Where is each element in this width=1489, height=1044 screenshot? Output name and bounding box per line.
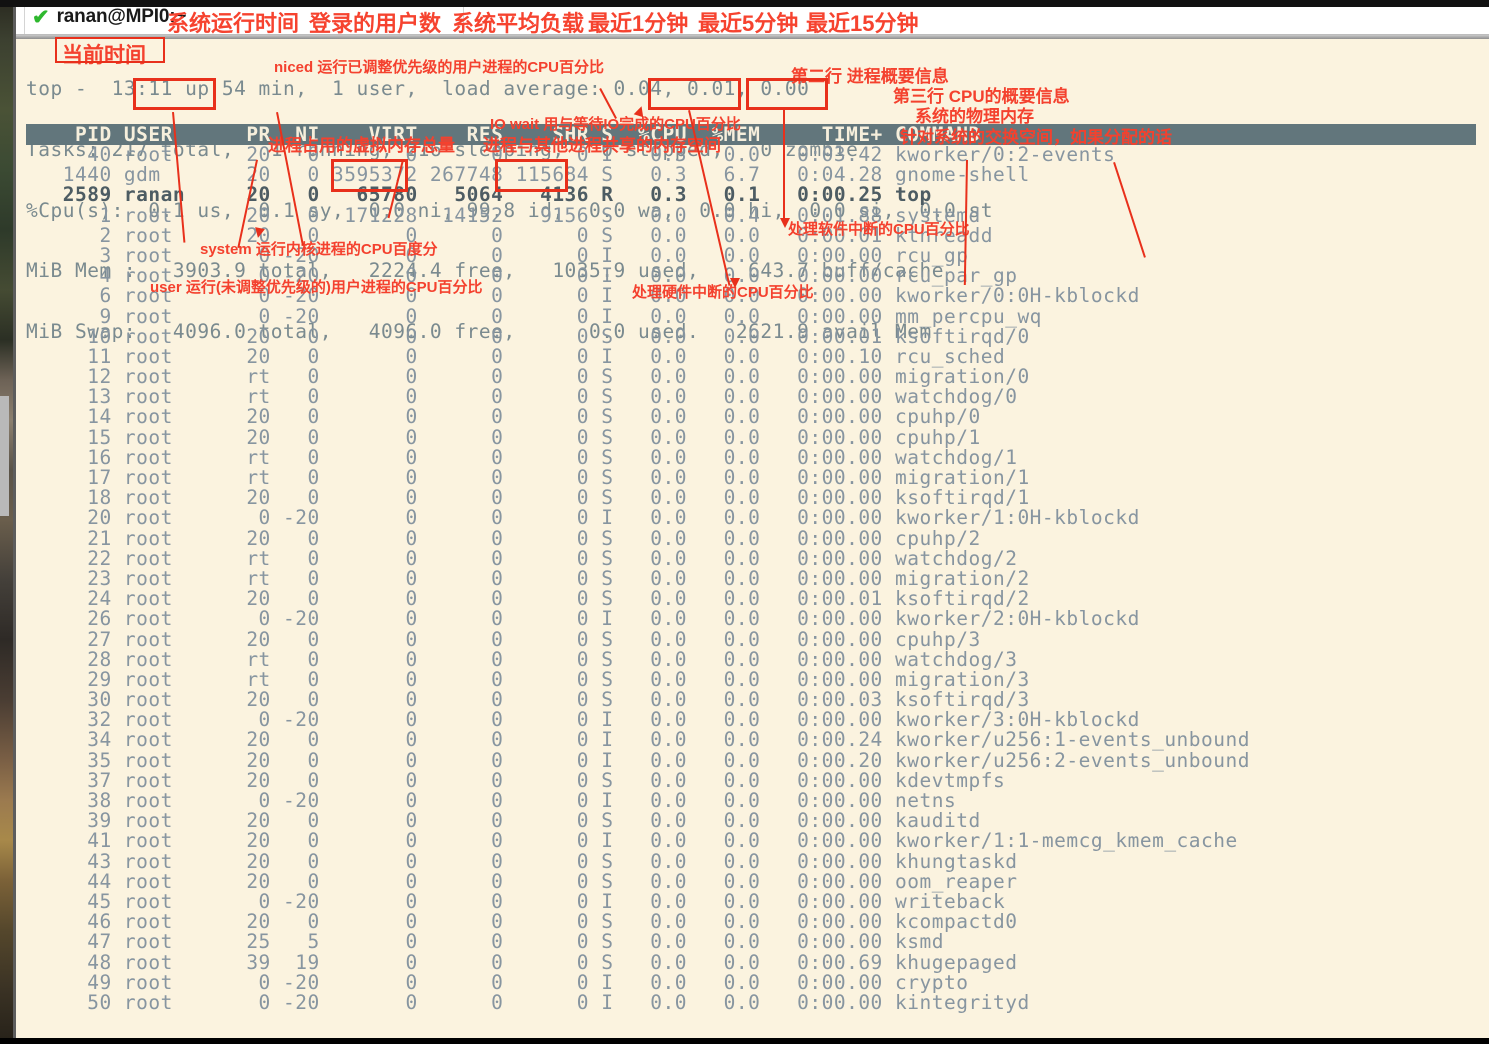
table-row: 35 root 20 0 0 0 0 I 0.0 0.0 0:00.20 kwo…: [26, 748, 1250, 772]
check-icon: ✔: [32, 5, 50, 29]
table-row: 26 root 0 -20 0 0 0 I 0.0 0.0 0:00.00 kw…: [26, 607, 1140, 631]
table-row: 13 root rt 0 0 0 0 S 0.0 0.0 0:00.00 wat…: [26, 385, 1018, 409]
table-row: 47 root 25 5 0 0 0 S 0.0 0.0 0:00.00 ksm…: [26, 930, 944, 954]
table-row: 44 root 20 0 0 0 0 S 0.0 0.0 0:00.00 oom…: [26, 869, 1018, 893]
table-row: 23 root rt 0 0 0 0 S 0.0 0.0 0:00.00 mig…: [26, 566, 1030, 590]
summary-line-uptime: top - 13:11 up 54 min, 1 user, load aver…: [26, 77, 810, 101]
desktop-wallpaper-strip: [0, 0, 13, 1044]
table-row: 2 root 20 0 0 0 0 S 0.0 0.0 0:00.01 kthr…: [26, 223, 993, 247]
table-row: 20 root 0 -20 0 0 0 I 0.0 0.0 0:00.00 kw…: [26, 506, 1140, 530]
table-row: 21 root 20 0 0 0 0 S 0.0 0.0 0:00.00 cpu…: [26, 526, 981, 550]
table-row: 3 root 0 -20 0 0 0 I 0.0 0.0 0:00.00 rcu…: [26, 243, 969, 267]
table-row: 27 root 20 0 0 0 0 S 0.0 0.0 0:00.00 cpu…: [26, 627, 981, 651]
table-row: 2589 ranan 20 0 65780 5064 4136 R 0.3 0.…: [26, 183, 932, 207]
table-row: 4 root 0 -20 0 0 0 I 0.0 0.0 0:00.00 rcu…: [26, 264, 1018, 288]
table-row: 29 root rt 0 0 0 0 S 0.0 0.0 0:00.00 mig…: [26, 667, 1030, 691]
table-row: 16 root rt 0 0 0 0 S 0.0 0.0 0:00.00 wat…: [26, 445, 1018, 469]
table-row: 28 root rt 0 0 0 0 S 0.0 0.0 0:00.00 wat…: [26, 647, 1018, 671]
table-row: 14 root 20 0 0 0 0 S 0.0 0.0 0:00.00 cpu…: [26, 405, 981, 429]
table-row: 32 root 0 -20 0 0 0 I 0.0 0.0 0:00.00 kw…: [26, 708, 1140, 732]
table-row: 12 root rt 0 0 0 0 S 0.0 0.0 0:00.00 mig…: [26, 365, 1030, 389]
titlebar-divider: [16, 35, 1489, 39]
table-row: 11 root 20 0 0 0 0 I 0.0 0.0 0:00.10 rcu…: [26, 344, 1006, 368]
table-row: 40 root 20 0 0 0 0 I 0.3 0.0 0:03.42 kwo…: [26, 143, 1116, 166]
desktop-top-bar: [0, 0, 1489, 7]
table-row: 38 root 0 -20 0 0 0 I 0.0 0.0 0:00.00 ne…: [26, 789, 957, 812]
table-row: 46 root 20 0 0 0 0 S 0.0 0.0 0:00.00 kco…: [26, 910, 1018, 934]
desktop-bottom-bar: [0, 1038, 1489, 1044]
terminal-content[interactable]: top - 13:11 up 54 min, 1 user, load aver…: [16, 39, 1489, 1038]
terminal-window: ✔ ranan@MPI0:~ top - 13:11 up 54 min, 1 …: [13, 0, 1489, 1038]
table-row: 17 root rt 0 0 0 0 S 0.0 0.0 0:00.00 mig…: [26, 466, 1030, 489]
table-row: 49 root 0 -20 0 0 0 I 0.0 0.0 0:00.00 cr…: [26, 970, 969, 994]
table-row: 24 root 20 0 0 0 0 S 0.0 0.0 0:00.01 kso…: [26, 587, 1030, 611]
table-row: 1 root 20 0 171228 14152 9156 S 0.0 0.4 …: [26, 203, 981, 227]
background-window-edge: [0, 396, 9, 516]
table-row: 43 root 20 0 0 0 0 S 0.0 0.0 0:00.00 khu…: [26, 849, 1018, 873]
table-row: 10 root 20 0 0 0 0 S 0.0 0.0 0:00.01 kso…: [26, 324, 1030, 348]
table-row: 37 root 20 0 0 0 0 S 0.0 0.0 0:00.00 kde…: [26, 768, 1006, 792]
table-row: 50 root 0 -20 0 0 0 I 0.0 0.0 0:00.00 ki…: [26, 990, 1030, 1014]
summary-line-swap: MiB Swap: 4096.0 total, 4096.0 free, 0.0…: [26, 319, 932, 343]
table-row: 30 root 20 0 0 0 0 S 0.0 0.0 0:00.03 kso…: [26, 688, 1030, 712]
table-row: 1440 gdm 20 0 3595372 267748 115684 S 0.…: [26, 163, 1030, 187]
summary-line-mem: MiB Mem : 3903.9 total, 2224.4 free, 103…: [26, 259, 944, 283]
table-row: 39 root 20 0 0 0 0 S 0.0 0.0 0:00.00 kau…: [26, 809, 981, 833]
table-row: 45 root 0 -20 0 0 0 I 0.0 0.0 0:00.00 wr…: [26, 889, 1006, 913]
table-row: 18 root 20 0 0 0 0 S 0.0 0.0 0:00.00 kso…: [26, 486, 1030, 510]
process-table-body[interactable]: 40 root 20 0 0 0 0 I 0.3 0.0 0:03.42 kwo…: [26, 143, 1486, 1014]
table-row: 48 root 39 19 0 0 0 S 0.0 0.0 0:00.69 kh…: [26, 950, 1018, 974]
table-row: 22 root rt 0 0 0 0 S 0.0 0.0 0:00.00 wat…: [26, 546, 1018, 570]
process-table-header: PID USER PR NI VIRT RES SHR S %CPU %MEM …: [26, 124, 1476, 145]
window-title: ranan@MPI0:~: [56, 6, 187, 27]
table-row: 9 root 0 -20 0 0 0 I 0.0 0.0 0:00.00 mm_…: [26, 304, 1042, 328]
table-row: 6 root 0 -20 0 0 0 I 0.0 0.0 0:00.00 kwo…: [26, 284, 1140, 308]
table-row: 41 root 20 0 0 0 0 I 0.0 0.0 0:00.00 kwo…: [26, 829, 1238, 853]
table-row: 34 root 20 0 0 0 0 I 0.0 0.0 0:00.24 kwo…: [26, 728, 1250, 752]
table-row: 15 root 20 0 0 0 0 S 0.0 0.0 0:00.00 cpu…: [26, 425, 981, 449]
